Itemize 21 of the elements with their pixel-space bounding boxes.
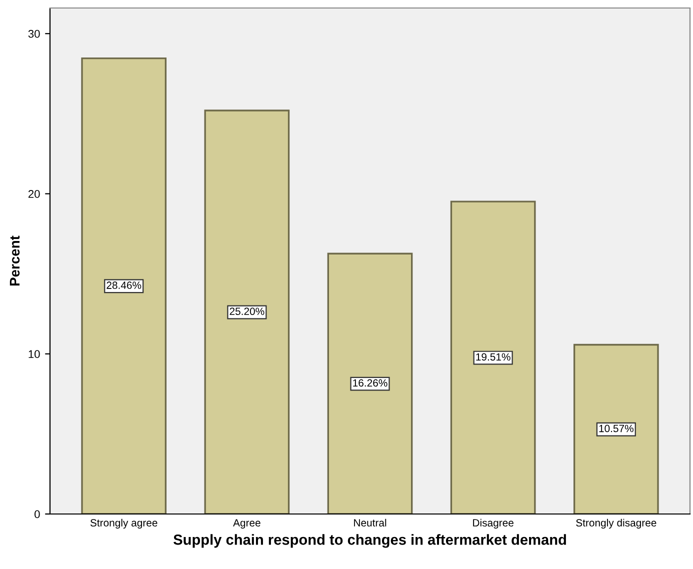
x-tick-label: Strongly agree (90, 518, 158, 529)
x-tick-label: Disagree (473, 518, 514, 529)
bar (81, 57, 167, 514)
x-tick-label: Strongly disagree (576, 518, 656, 529)
data-label: 25.20% (230, 308, 264, 316)
y-axis-title: Percent (10, 236, 20, 286)
y-tick-label: 10 (28, 350, 40, 358)
bar (573, 344, 659, 514)
bar (450, 200, 536, 514)
data-label: 28.46% (106, 282, 142, 289)
data-label: 19.51% (476, 353, 510, 361)
x-axis-title: Supply chain respond to changes in aftermarket demand (174, 534, 566, 548)
data-label: 16.26% (353, 379, 388, 387)
y-tick-label: 0 (34, 510, 40, 518)
x-tick-label: Agree (233, 519, 260, 529)
bar (327, 252, 413, 514)
y-tick-label: 20 (28, 190, 40, 198)
x-tick-label: Neutral (354, 518, 386, 527)
y-tick-label: 30 (28, 30, 40, 38)
bar (204, 110, 290, 514)
data-label: 10.57% (599, 424, 634, 432)
